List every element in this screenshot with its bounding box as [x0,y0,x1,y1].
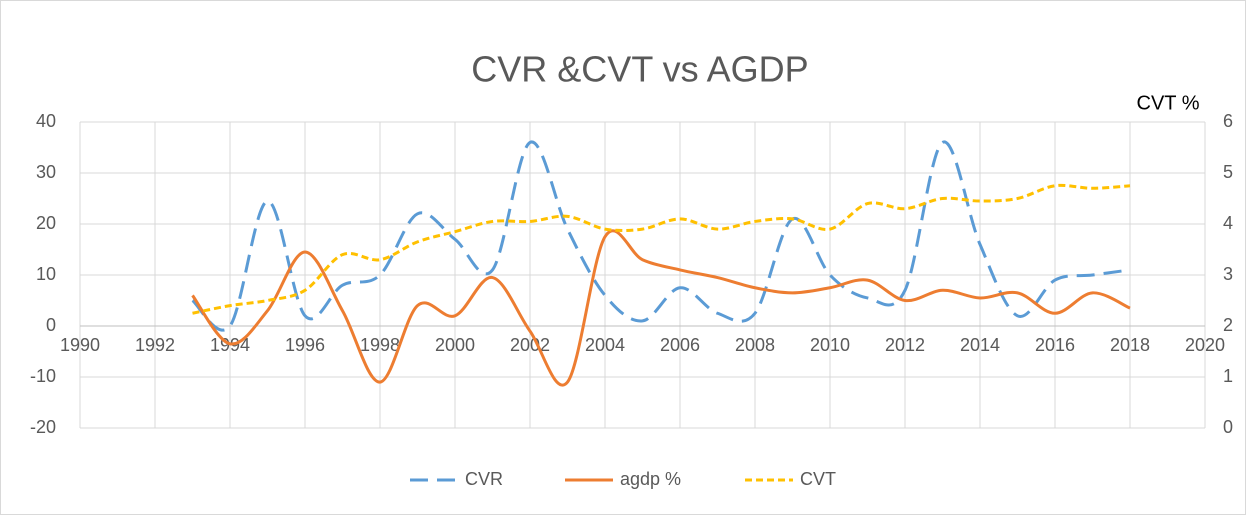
x-tick-label: 1990 [60,335,100,355]
y-tick-label: 20 [36,213,56,233]
y-tick-label: -10 [30,366,56,386]
y-tick-label: 10 [36,264,56,284]
series-line [192,183,1131,315]
chart-title: CVR &CVT vs AGDP [471,49,808,90]
legend-label: CVT [800,469,836,489]
y2-tick-label: 3 [1223,264,1233,284]
x-tick-label: 2014 [960,335,1000,355]
series-line [191,140,1131,332]
x-tick-label: 2018 [1110,335,1150,355]
x-tick-label: 2000 [435,335,475,355]
x-tick-label: 2016 [1035,335,1075,355]
y2-tick-label: 1 [1223,366,1233,386]
x-tick-label: 1996 [285,335,325,355]
x-tick-label: 2002 [510,335,550,355]
legend-label: agdp % [620,469,681,489]
legend-label: CVR [465,469,503,489]
x-tick-label: 2006 [660,335,700,355]
y2-tick-label: 6 [1223,111,1233,131]
y-tick-label: -20 [30,417,56,437]
y-tick-label: 40 [36,111,56,131]
x-tick-label: 2020 [1185,335,1225,355]
x-tick-label: 2004 [585,335,625,355]
y2-tick-label: 2 [1223,315,1233,335]
x-tick-label: 1998 [360,335,400,355]
series-line [191,229,1131,387]
y2-tick-label: 5 [1223,162,1233,182]
y2-axis-label: CVT % [1137,92,1200,114]
x-tick-label: 1992 [135,335,175,355]
y-tick-label: 0 [46,315,56,335]
x-tick-label: 2010 [810,335,850,355]
y2-tick-label: 4 [1223,213,1233,233]
x-tick-label: 2012 [885,335,925,355]
x-tick-label: 2008 [735,335,775,355]
y2-tick-label: 0 [1223,417,1233,437]
y-tick-label: 30 [36,162,56,182]
